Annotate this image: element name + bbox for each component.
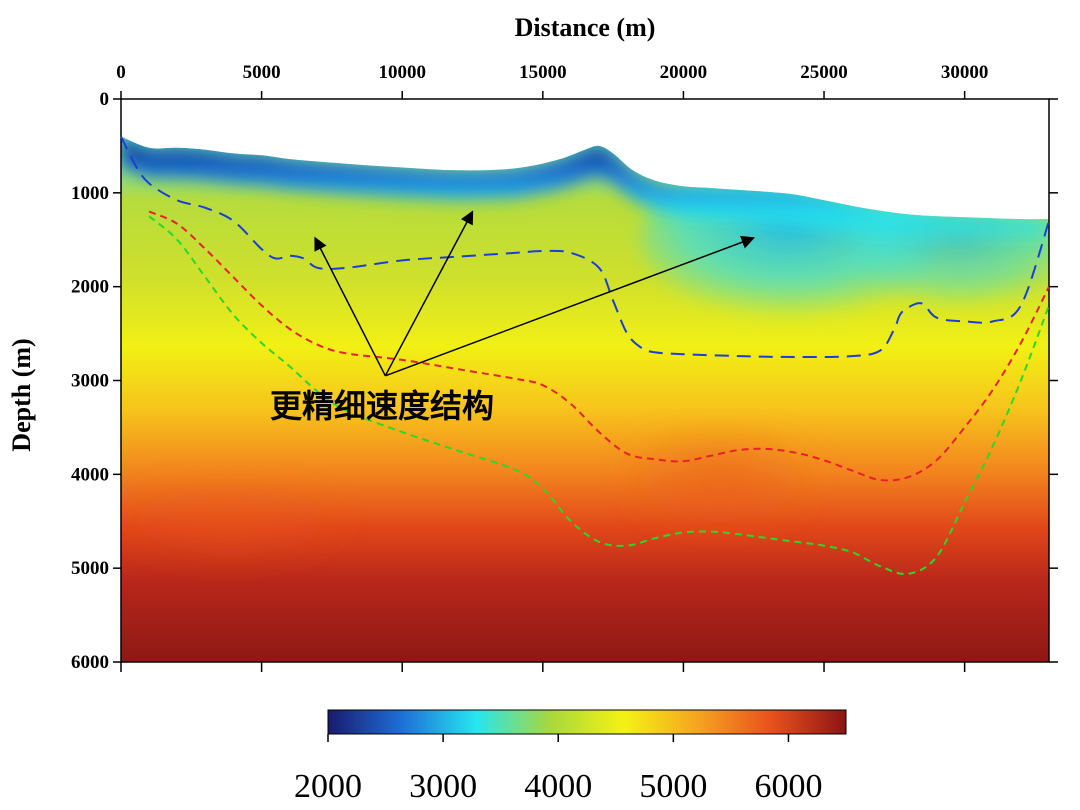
boundary-line-2 (148, 210, 1050, 482)
x-tick-label: 0 (116, 62, 126, 83)
x-tick-label: 10000 (378, 62, 426, 83)
velocity-field (121, 136, 1049, 662)
x-axis-ticks: 0 5000 10000 15000 20000 25000 30000 (116, 62, 988, 672)
colorbar-ticks: 2000 3000 4000 5000 6000 (294, 734, 822, 805)
colorbar-tick-label: 3000 (409, 768, 477, 805)
x-tick-label: 5000 (243, 62, 281, 83)
central-high-velocity-zone (610, 420, 830, 540)
near-surface-low-velocity-layer (121, 136, 1049, 250)
y-tick-label: 3000 (71, 371, 109, 392)
y-tick-label: 5000 (71, 558, 109, 579)
y-tick-label: 0 (100, 89, 110, 110)
colorbar-tick-label: 5000 (639, 768, 707, 805)
y-axis-title: Depth (m) (7, 338, 36, 451)
colorbar-tick-label: 2000 (294, 768, 362, 805)
colorbar (327, 709, 847, 735)
y-tick-label: 2000 (71, 277, 109, 298)
east-low-velocity-zone (850, 190, 1049, 310)
y-tick-label: 4000 (71, 464, 109, 485)
y-tick-label: 6000 (71, 652, 109, 673)
interpreted-boundaries (120, 136, 1050, 576)
boundary-line-3 (148, 215, 1050, 576)
x-tick-label: 15000 (519, 62, 567, 83)
annotation-arrow-1 (314, 236, 387, 377)
x-axis-title: Distance (m) (515, 13, 656, 42)
colorbar-tick-label: 6000 (754, 768, 822, 805)
annotation-label: 更精细速度结构 (270, 387, 494, 425)
y-tick-label: 1000 (71, 183, 109, 204)
x-tick-label: 25000 (800, 62, 848, 83)
y-axis-ticks: 0 1000 2000 3000 4000 5000 6000 (71, 89, 1058, 673)
annotation (314, 210, 755, 377)
x-tick-label: 20000 (660, 62, 708, 83)
west-high-velocity-zone (121, 470, 360, 570)
annotation-arrow-3 (385, 235, 755, 377)
colorbar-tick-label: 4000 (524, 768, 592, 805)
annotation-arrow-2 (384, 210, 474, 377)
x-tick-label: 30000 (941, 62, 989, 83)
boundary-line-1 (120, 136, 1050, 359)
